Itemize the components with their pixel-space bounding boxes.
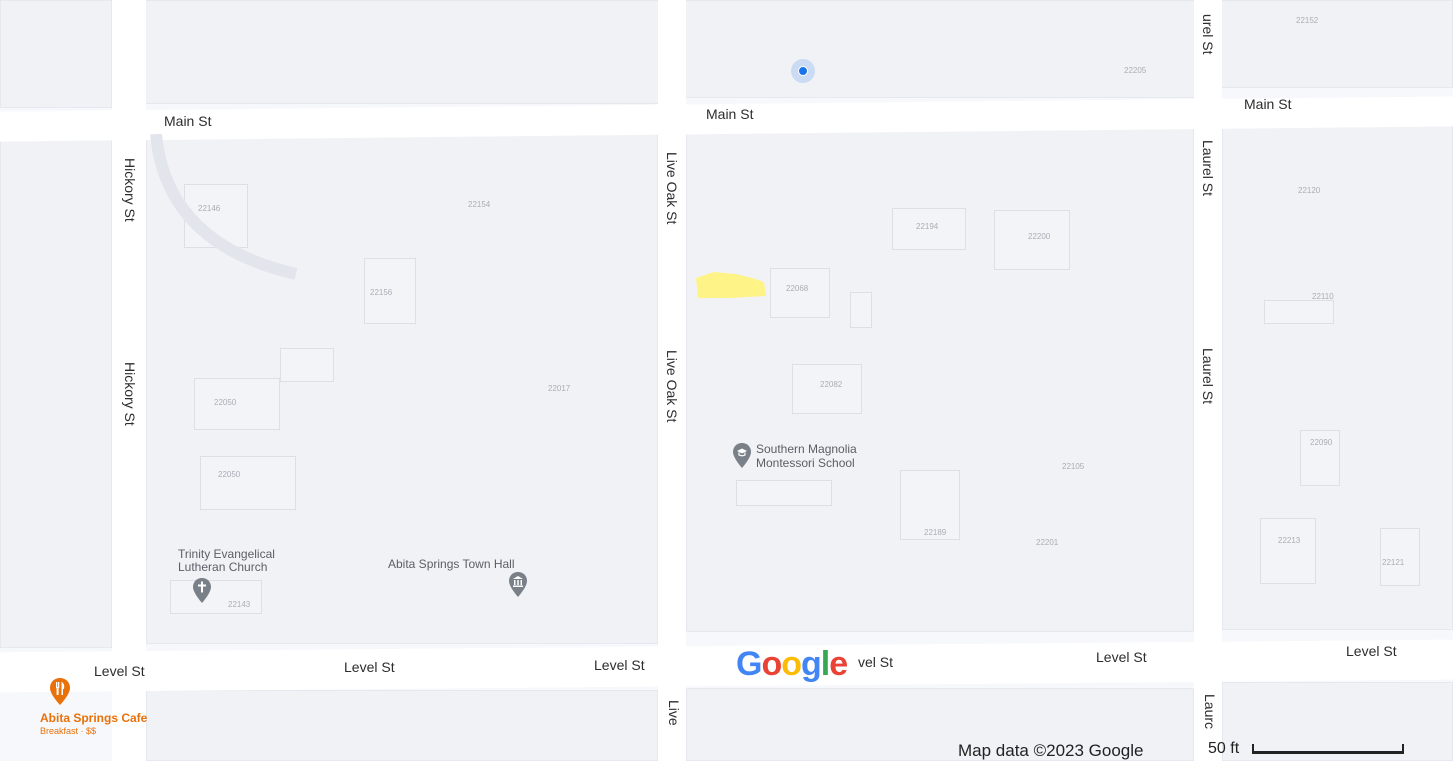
city-block: [146, 690, 658, 761]
address-number: 22105: [1062, 462, 1085, 471]
school-label-line2: Montessori School: [756, 456, 855, 470]
map-attribution[interactable]: Map data ©2023 Google: [958, 741, 1144, 760]
address-number: 22017: [548, 384, 571, 393]
church-poi[interactable]: Trinity Evangelical Lutheran Church: [178, 546, 298, 608]
label-live-oak-st-north: Live Oak St: [664, 152, 680, 225]
current-location-icon[interactable]: [791, 59, 815, 83]
address-number: 22143: [228, 600, 251, 609]
church-grounds-outline: [150, 134, 298, 280]
label-live-oak-st-south: Live Oak St: [664, 350, 680, 423]
address-number: 22120: [1298, 186, 1321, 195]
town-hall-label: Abita Springs Town Hall: [388, 557, 515, 571]
label-laurel-st-cut: Laurc: [1202, 694, 1218, 730]
address-number: 22156: [370, 288, 393, 297]
cafe-detail: Breakfast · $$: [40, 726, 97, 736]
label-laurel-st-south: Laurel St: [1200, 348, 1216, 405]
school-poi[interactable]: Southern Magnolia Montessori School: [732, 441, 882, 475]
building: [170, 580, 262, 614]
label-level-st-2: Level St: [344, 659, 395, 675]
restaurant-pin-icon: [50, 678, 70, 705]
building: [892, 208, 966, 250]
city-block: [1222, 682, 1453, 761]
live-oak-st-road: [658, 0, 686, 761]
town-hall-poi[interactable]: Abita Springs Town Hall: [388, 556, 548, 606]
cafe-name: Abita Springs Cafe: [40, 711, 148, 725]
address-number: 22154: [468, 200, 491, 209]
building: [770, 268, 830, 318]
church-label-line1: Trinity Evangelical: [178, 547, 275, 561]
label-level-st-3: Level St: [594, 657, 645, 673]
label-laurel-st-top: urel St: [1200, 14, 1216, 55]
cross-pin-icon: [193, 578, 211, 603]
label-main-st-west: Main St: [164, 113, 212, 129]
building: [1380, 528, 1420, 586]
address-number: 22152: [1296, 16, 1319, 25]
building: [200, 456, 296, 510]
building: [792, 364, 862, 414]
school-pin-icon: [733, 443, 751, 468]
address-number: 22110: [1312, 292, 1334, 301]
building: [194, 378, 280, 430]
address-number: 22200: [1028, 232, 1051, 241]
building: [850, 292, 872, 328]
city-block: [684, 0, 1196, 98]
address-number: 22068: [786, 284, 809, 293]
city-block: [140, 0, 660, 104]
building: [736, 480, 832, 506]
label-hickory-st-north: Hickory St: [122, 158, 138, 222]
label-main-st-east: Main St: [1244, 96, 1292, 112]
label-laurel-st-north: Laurel St: [1200, 140, 1216, 197]
label-level-st-1: Level St: [94, 663, 145, 679]
label-main-st-center: Main St: [706, 106, 754, 122]
address-number: 22082: [820, 380, 843, 389]
address-number: 22050: [214, 398, 237, 407]
label-level-st-4: vel St: [858, 654, 894, 670]
city-block: [0, 0, 112, 108]
address-number: 22205: [1124, 66, 1147, 75]
government-building-pin-icon: [509, 572, 527, 597]
church-label-line2: Lutheran Church: [178, 560, 268, 574]
address-number: 22050: [218, 470, 241, 479]
label-live-oak-st-cut: Live: [666, 700, 682, 726]
address-number: 22201: [1036, 538, 1059, 547]
label-hickory-st-south: Hickory St: [122, 362, 138, 426]
label-level-st-5: Level St: [1096, 649, 1147, 665]
building: [364, 258, 416, 324]
school-label-line1: Southern Magnolia: [756, 442, 857, 456]
building: [1264, 300, 1334, 324]
scale-bar: [1252, 744, 1404, 754]
address-number: 22194: [916, 222, 939, 231]
cafe-poi[interactable]: Abita Springs Cafe Breakfast · $$: [36, 678, 176, 738]
building: [1260, 518, 1316, 584]
building: [900, 470, 960, 540]
highlight-mark: [696, 272, 766, 298]
address-number: 22121: [1382, 558, 1405, 567]
city-block: [0, 138, 112, 648]
address-number: 22213: [1278, 536, 1301, 545]
scale-label: 50 ft: [1208, 740, 1240, 757]
address-number: 22090: [1310, 438, 1333, 447]
city-block: [1220, 0, 1453, 88]
building: [280, 348, 334, 382]
hickory-st-road: [112, 0, 146, 761]
building: [1300, 430, 1340, 486]
laurel-st-road: [1194, 0, 1222, 761]
city-block: [686, 124, 1194, 632]
google-logo: Google: [736, 645, 848, 683]
address-number: 22189: [924, 528, 947, 537]
address-number: 22146: [198, 204, 221, 213]
label-level-st-6: Level St: [1346, 643, 1397, 659]
building: [994, 210, 1070, 270]
